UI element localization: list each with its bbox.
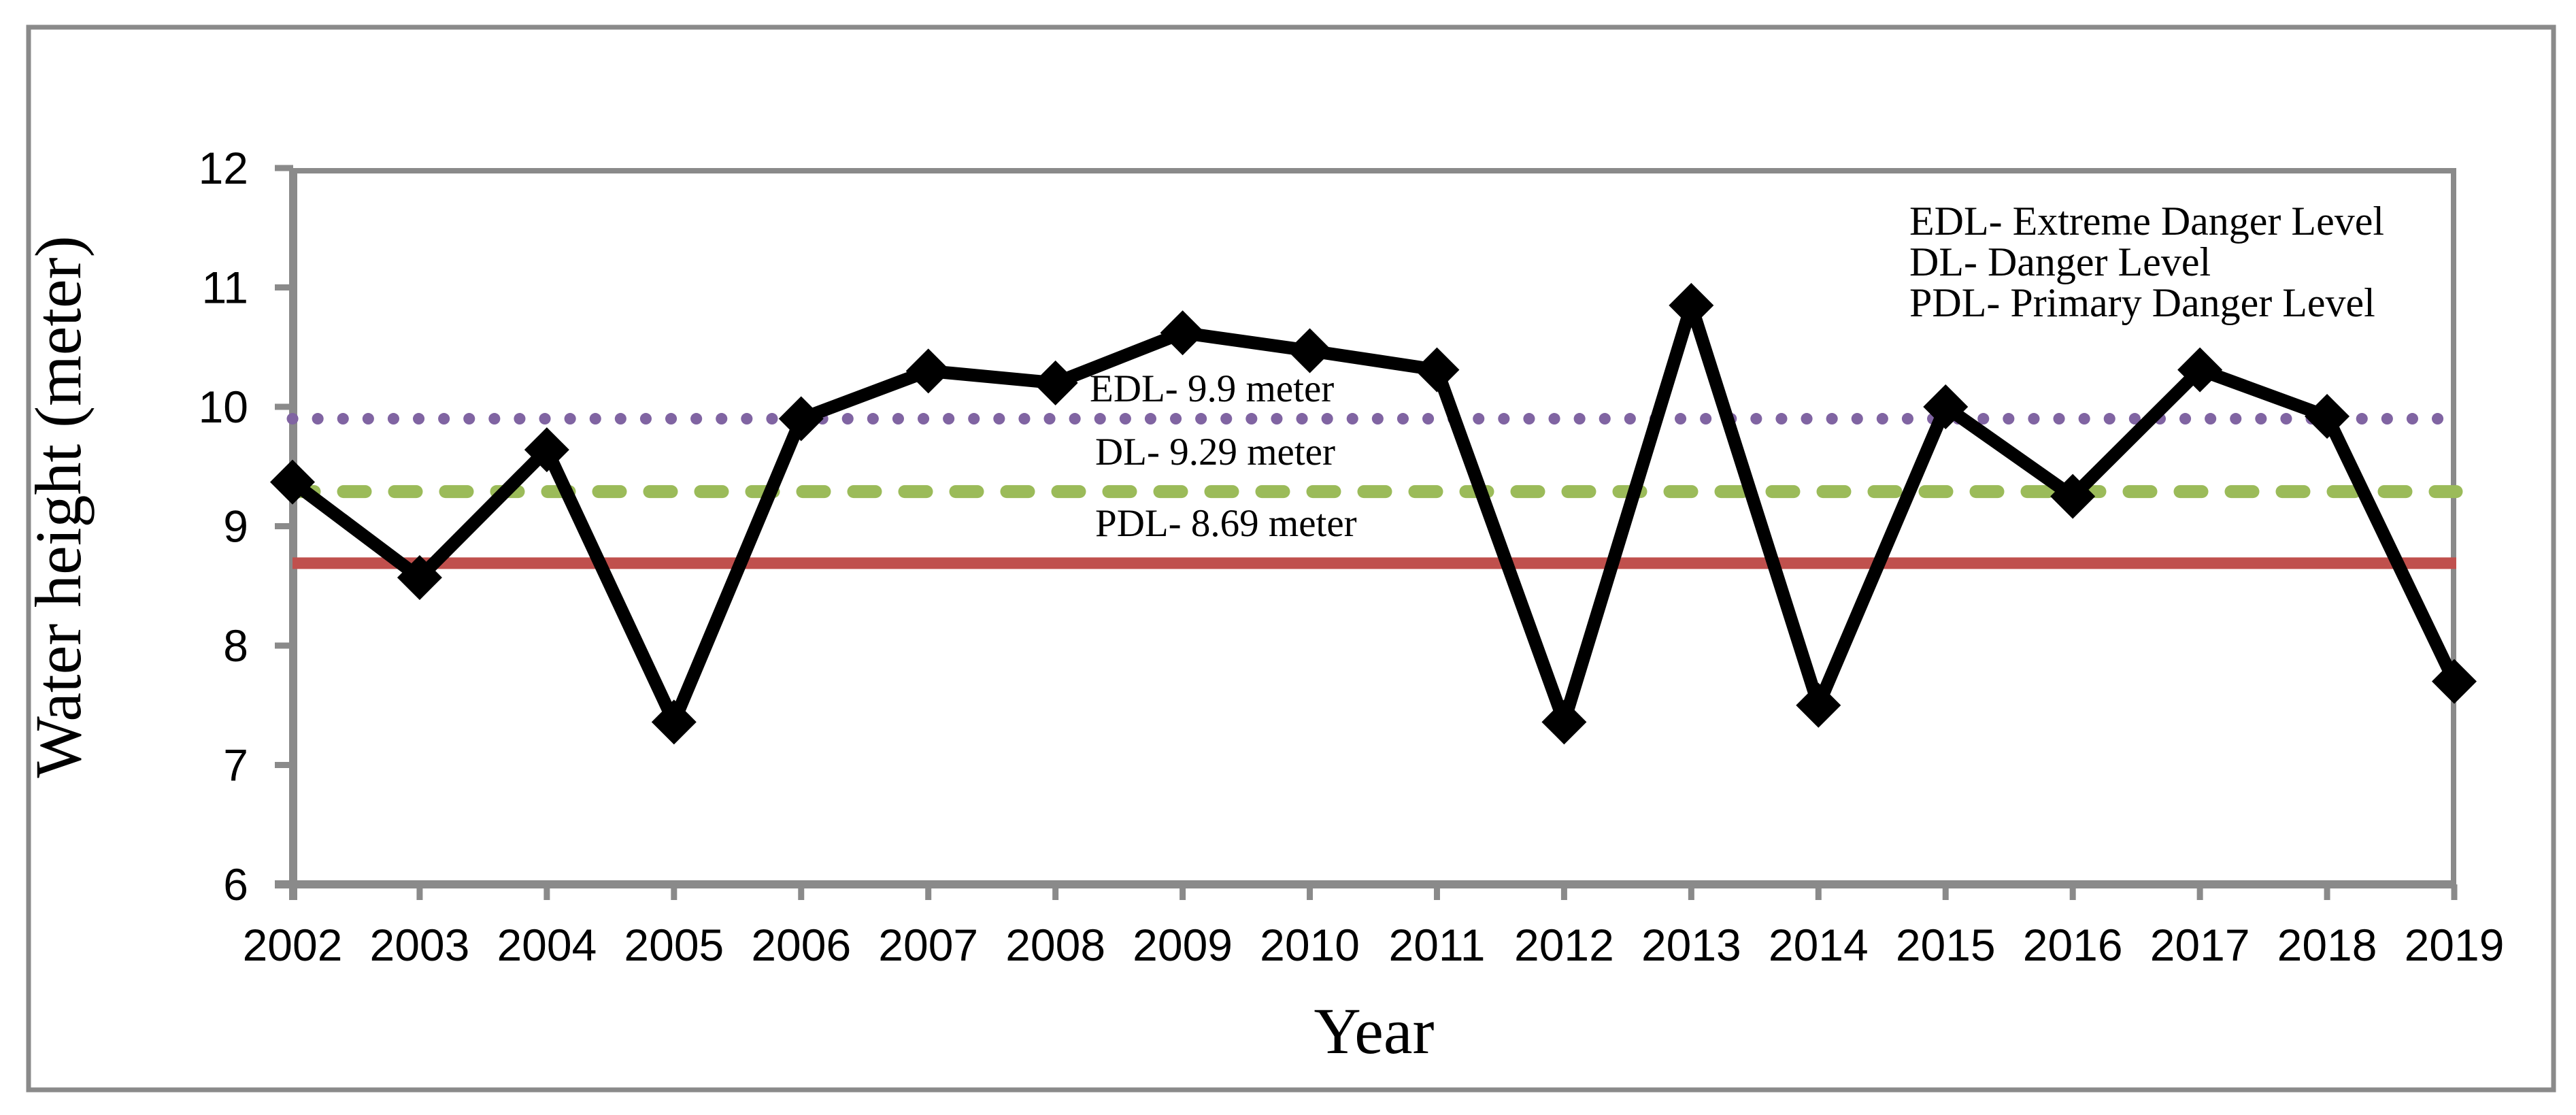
y-axis-ticks [275,165,293,888]
x-tick-label: 2007 [878,920,978,970]
x-axis-title: Year [1314,995,1435,1067]
data-point-2015 [1923,384,1969,429]
data-point-2008 [1033,360,1078,405]
edl-annotation: EDL- 9.9 meter [1090,367,1334,410]
data-point-2019 [2432,659,2477,704]
pdl-annotation: PDL- 8.69 meter [1095,502,1357,545]
data-point-2007 [905,348,951,394]
y-axis-tick-labels: 6 7 8 9 10 11 12 [199,143,248,910]
x-tick-label: 2003 [370,920,470,970]
x-axis-ticks [289,884,2458,900]
x-tick-label: 2015 [1896,920,1996,970]
x-tick-label: 2017 [2150,920,2250,970]
y-tick-label: 11 [201,263,248,313]
water-height-series-line [286,299,2461,729]
legend-line-dl: DL- Danger Level [1909,239,2211,284]
y-tick-label: 8 [223,620,248,671]
legend-line-edl: EDL- Extreme Danger Level [1909,199,2384,244]
data-point-2014 [1796,682,1841,728]
data-point-2017 [2177,347,2223,393]
dl-annotation: DL- 9.29 meter [1095,431,1335,473]
reference-lines [286,413,2463,569]
y-tick-label: 9 [223,501,248,552]
data-point-2013 [1669,282,1714,328]
x-tick-label: 2011 [1389,920,1486,970]
data-point-2018 [2305,394,2350,439]
x-axis-tick-labels: 2002 2003 2004 2005 2006 2007 2008 2009 2010 2011… [243,920,2505,970]
x-tick-label: 2013 [1641,920,1741,970]
x-tick-label: 2006 [751,920,851,970]
data-point-2006 [778,396,824,442]
data-point-2002 [270,459,315,505]
y-tick-label: 12 [199,143,248,193]
data-point-2011 [1414,347,1460,393]
data-point-2005 [651,699,697,745]
x-tick-label: 2004 [497,920,597,970]
x-tick-label: 2008 [1005,920,1105,970]
y-tick-label: 10 [199,382,248,432]
legend: EDL- Extreme Danger Level DL- Danger Lev… [1909,199,2384,325]
x-tick-label: 2018 [2277,920,2377,970]
data-point-2016 [2050,473,2096,519]
x-tick-label: 2012 [1514,920,1614,970]
x-tick-label: 2016 [2023,920,2123,970]
x-tick-label: 2014 [1769,920,1869,970]
x-tick-label: 2019 [2405,920,2505,970]
x-tick-label: 2010 [1260,920,1360,970]
y-tick-label: 6 [223,859,248,910]
data-point-2009 [1160,310,1205,356]
data-point-2003 [397,554,442,600]
water-height-series [270,282,2477,745]
x-tick-label: 2005 [624,920,724,970]
y-axis-title: Water height (meter) [22,235,95,778]
data-point-2012 [1541,699,1587,745]
data-point-2010 [1287,328,1333,373]
x-tick-label: 2009 [1133,920,1233,970]
y-tick-label: 7 [223,740,248,791]
data-point-2004 [524,427,569,473]
x-tick-label: 2002 [243,920,343,970]
legend-line-pdl: PDL- Primary Danger Level [1909,280,2375,325]
